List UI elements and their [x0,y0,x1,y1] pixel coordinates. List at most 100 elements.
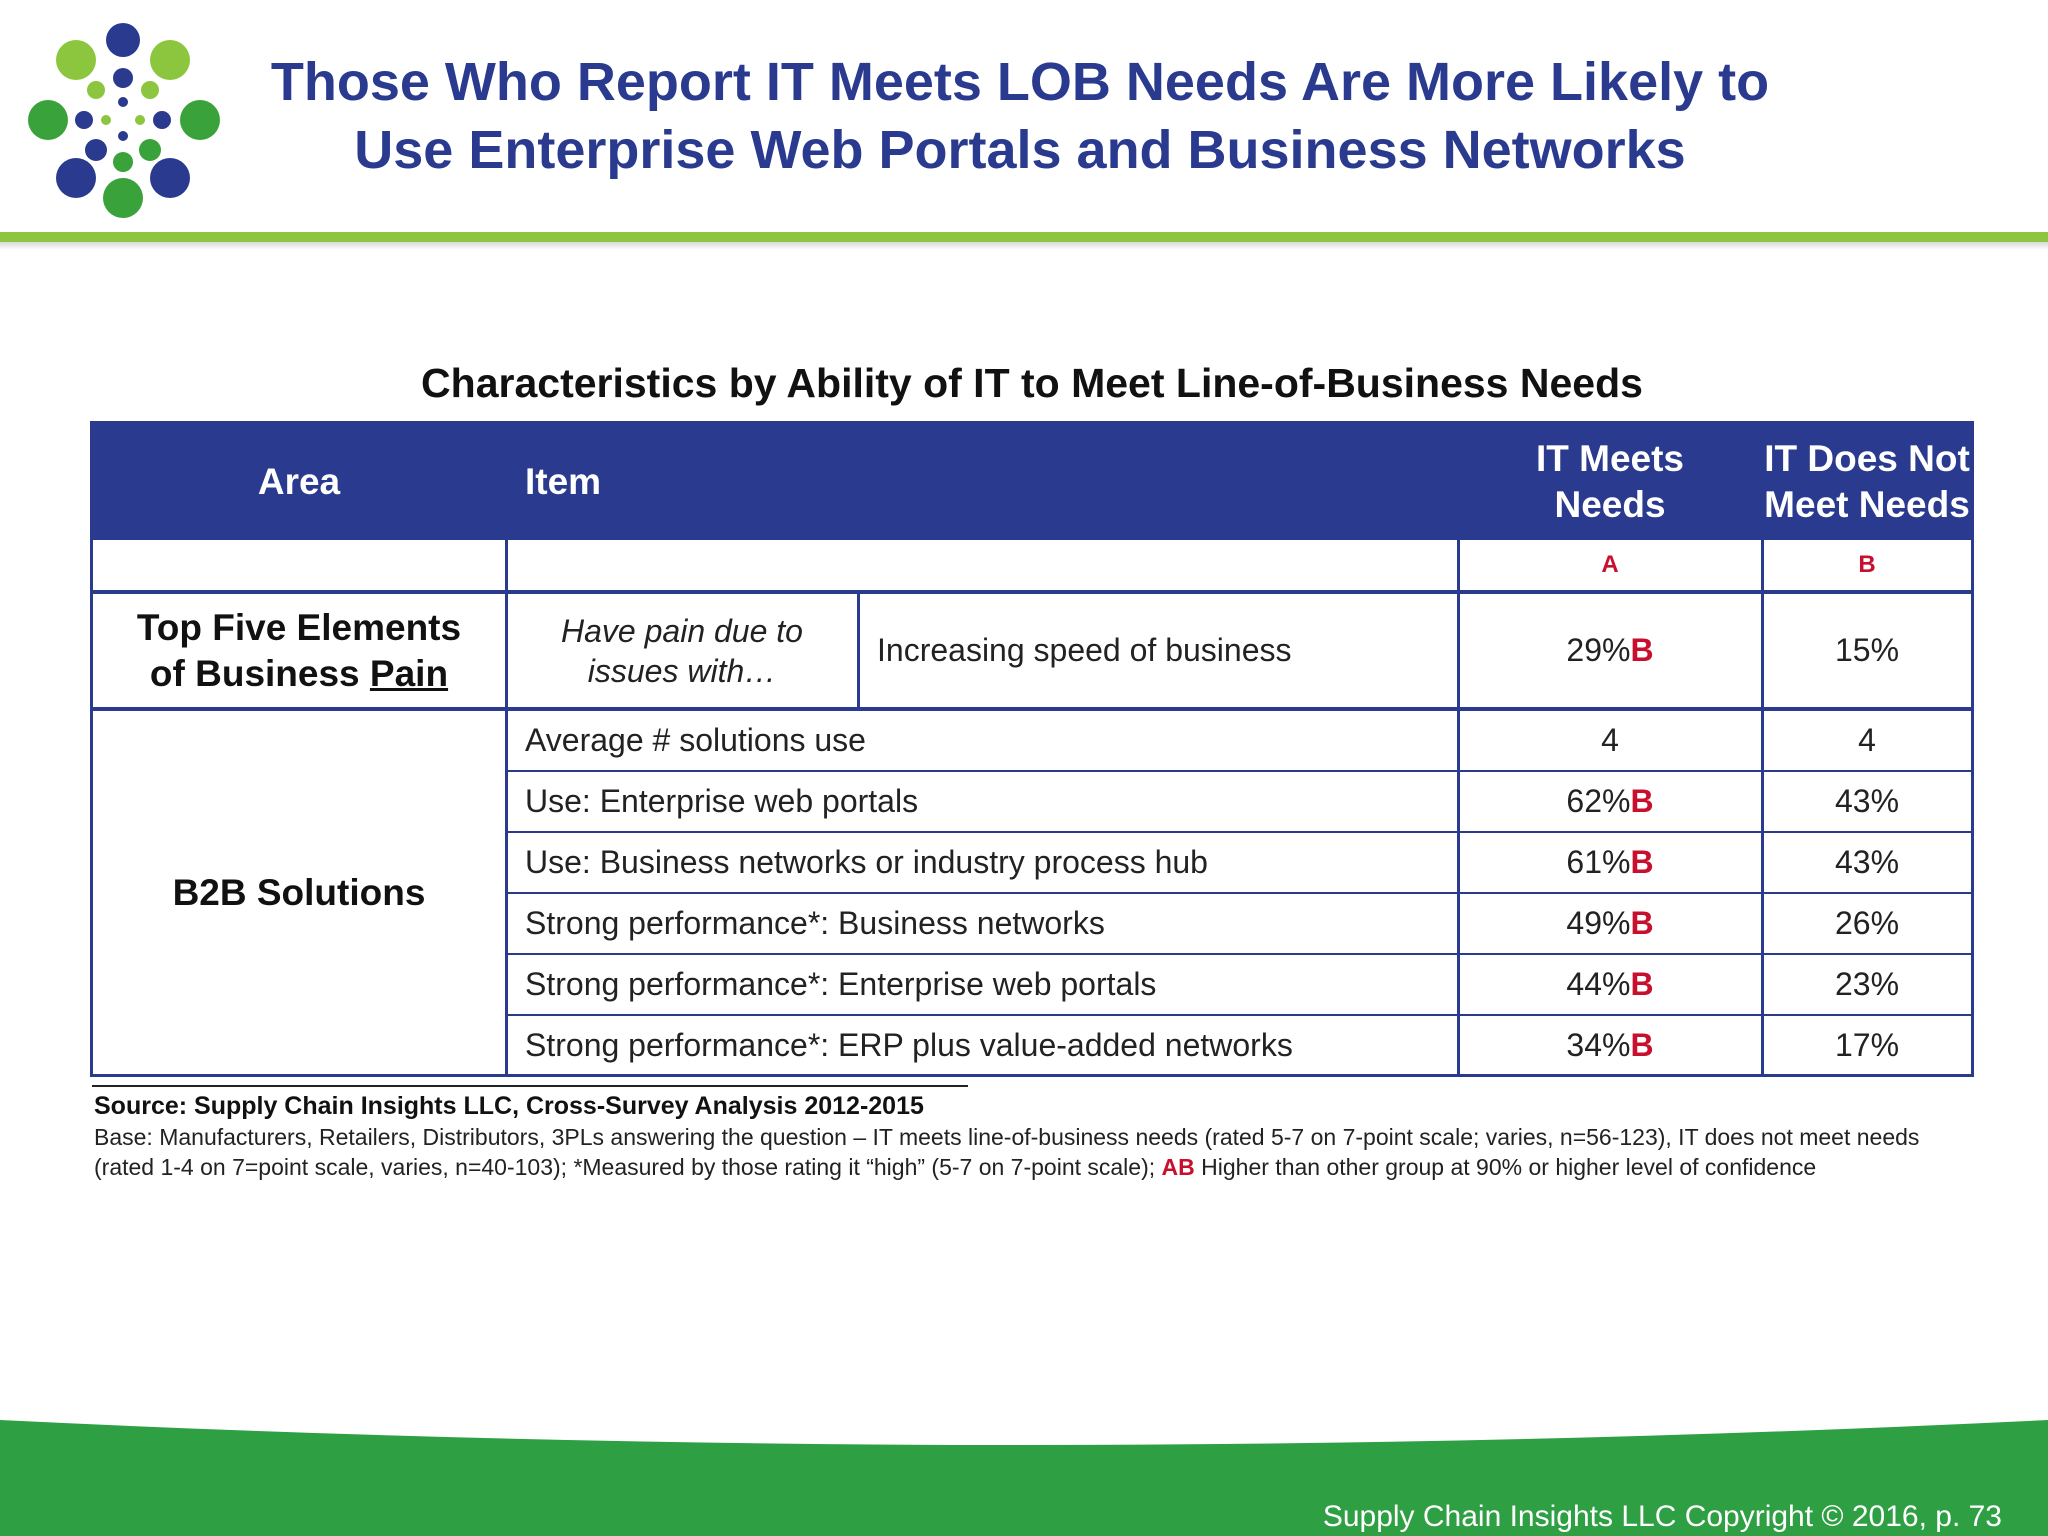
header-it-meets-line-1: IT Meets [1535,438,1685,479]
b2b-row-not-meets: 4 [1763,711,1971,770]
logo-dot [28,100,68,140]
header-item-label: Item [525,461,602,502]
area-business-pain: Top Five Elements of Business Pain [93,594,505,707]
b2b-row-tag: B [1630,783,1654,819]
source-note: Source: Supply Chain Insights LLC, Cross… [94,1092,924,1120]
header-it-meets: IT Meets Needs [1459,424,1761,540]
base-note-text-end: Higher than other group at 90% or higher… [1194,1154,1817,1180]
b2b-row-meets: 4 [1459,711,1761,770]
base-note-text: Base: Manufacturers, Retailers, Distribu… [94,1124,1920,1180]
grid-line [507,1014,1971,1016]
area-business-pain-of-business: of Business [149,652,370,694]
b2b-row-item-label: Use: Business networks or industry proce… [525,844,1208,880]
b2b-row-item-label: Strong performance*: Enterprise web port… [525,966,1157,1002]
b2b-row-not-meets-number: 43% [1834,783,1900,819]
area-business-pain-line-2: of Business Pain [150,651,448,697]
grid-line [507,831,1971,833]
pain-not-meets-value: 15% [1763,594,1971,707]
header-it-not-meets-line-2: Meet Needs [1764,484,1970,525]
logo-dot [118,131,128,141]
b2b-row-not-meets: 26% [1763,894,1971,953]
header-area-label: Area [257,461,341,502]
b2b-row-meets-number: 4 [1601,722,1619,758]
copyright-text: Supply Chain Insights LLC Copyright © 20… [1322,1500,2002,1533]
b2b-row-item-label: Strong performance*: ERP plus value-adde… [525,1026,1293,1063]
header-it-not-meets-line-1: IT Does Not [1764,438,1970,479]
b2b-row-item-label: Use: Enterprise web portals [525,783,919,819]
logo-dot [87,81,105,99]
footer-band [0,1420,2048,1536]
logo-dot [150,158,190,198]
pain-subitem-line-1: Have pain due to [561,612,803,649]
logo-dot [139,139,161,161]
logo-dot [141,81,159,99]
b2b-row-not-meets-number: 43% [1834,844,1900,880]
pain-item-label: Increasing speed of business [877,632,1292,668]
b2b-row-not-meets: 23% [1763,955,1971,1014]
b2b-row-meets: 62% B [1459,772,1761,831]
pain-subitem-line-2: issues with… [587,652,777,689]
area-business-pain-line-1: Top Five Elements [136,606,462,648]
b2b-row-meets-number: 61% [1566,844,1631,880]
logo-dot [56,158,96,198]
b2b-row-item-label: Average # solutions use [525,722,866,758]
b2b-row-item-label: Strong performance*: Business networks [525,905,1105,941]
b2b-row-not-meets-number: 26% [1834,905,1900,941]
logo-dot [180,100,220,140]
logo-dot [150,40,190,80]
b2b-row-tag: B [1630,844,1654,880]
b2b-row-item: Use: Business networks or industry proce… [507,833,1457,892]
b2b-row-tag: B [1630,1026,1654,1063]
b2b-row-item: Average # solutions use [507,711,1457,770]
b2b-row-tag: B [1630,905,1654,941]
b2b-row-meets-number: 34% [1566,1026,1631,1063]
logo-dot [118,97,128,107]
b2b-row-meets: 44% B [1459,955,1761,1014]
b2b-row-meets-number: 62% [1566,783,1631,819]
grid-line [507,770,1971,772]
b2b-row-meets-number: 44% [1566,966,1631,1002]
page-title: Those Who Report IT Meets LOB Needs Are … [220,48,1820,184]
b2b-row-not-meets: 43% [1763,772,1971,831]
header-divider-shadow [0,242,2048,250]
company-logo [28,23,220,218]
b2b-row-not-meets: 43% [1763,833,1971,892]
b2b-row-meets-number: 49% [1566,905,1631,941]
b2b-row-item: Strong performance*: Business networks [507,894,1457,953]
source-rule [92,1085,968,1087]
b2b-row-not-meets-number: 4 [1858,722,1876,758]
b2b-row-tag: B [1630,966,1654,1002]
group-letter-b-label: B [1858,551,1876,578]
group-letter-a-label: A [1601,551,1619,578]
b2b-row-not-meets-number: 17% [1834,1026,1900,1063]
page-title-line-1: Those Who Report IT Meets LOB Needs Are … [270,52,1770,112]
logo-dot [106,23,140,57]
header-item: Item [507,424,1457,540]
pain-meets-value: 29% B [1459,594,1761,707]
header-divider [0,232,2048,242]
header-it-does-not-meet: IT Does Not Meet Needs [1763,424,1971,540]
group-letter-b: B [1763,540,1971,590]
b2b-row-item: Strong performance*: ERP plus value-adde… [507,1016,1457,1074]
grid-line [857,594,860,707]
grid-line [507,892,1971,894]
grid-line [507,953,1971,955]
b2b-row-meets: 61% B [1459,833,1761,892]
group-letter-a: A [1459,540,1761,590]
pain-significance-tag: B [1630,632,1654,668]
b2b-row-meets: 49% B [1459,894,1761,953]
grid-line [93,590,1971,594]
table-title: Characteristics by Ability of IT to Meet… [421,360,1643,406]
b2b-row-meets: 34% B [1459,1016,1761,1074]
logo-dot [153,111,171,129]
logo-dot [113,152,133,172]
area-business-pain-underlined: Pain [369,652,449,694]
logo-dot [75,111,93,129]
base-note: Base: Manufacturers, Retailers, Distribu… [94,1122,1954,1182]
page-title-line-2: Use Enterprise Web Portals and Business … [354,120,1686,180]
grid-line [1761,424,1764,1074]
logo-dot [101,115,111,125]
pain-item: Increasing speed of business [859,594,1457,707]
logo-dot [56,40,96,80]
b2b-row-item: Strong performance*: Enterprise web port… [507,955,1457,1014]
